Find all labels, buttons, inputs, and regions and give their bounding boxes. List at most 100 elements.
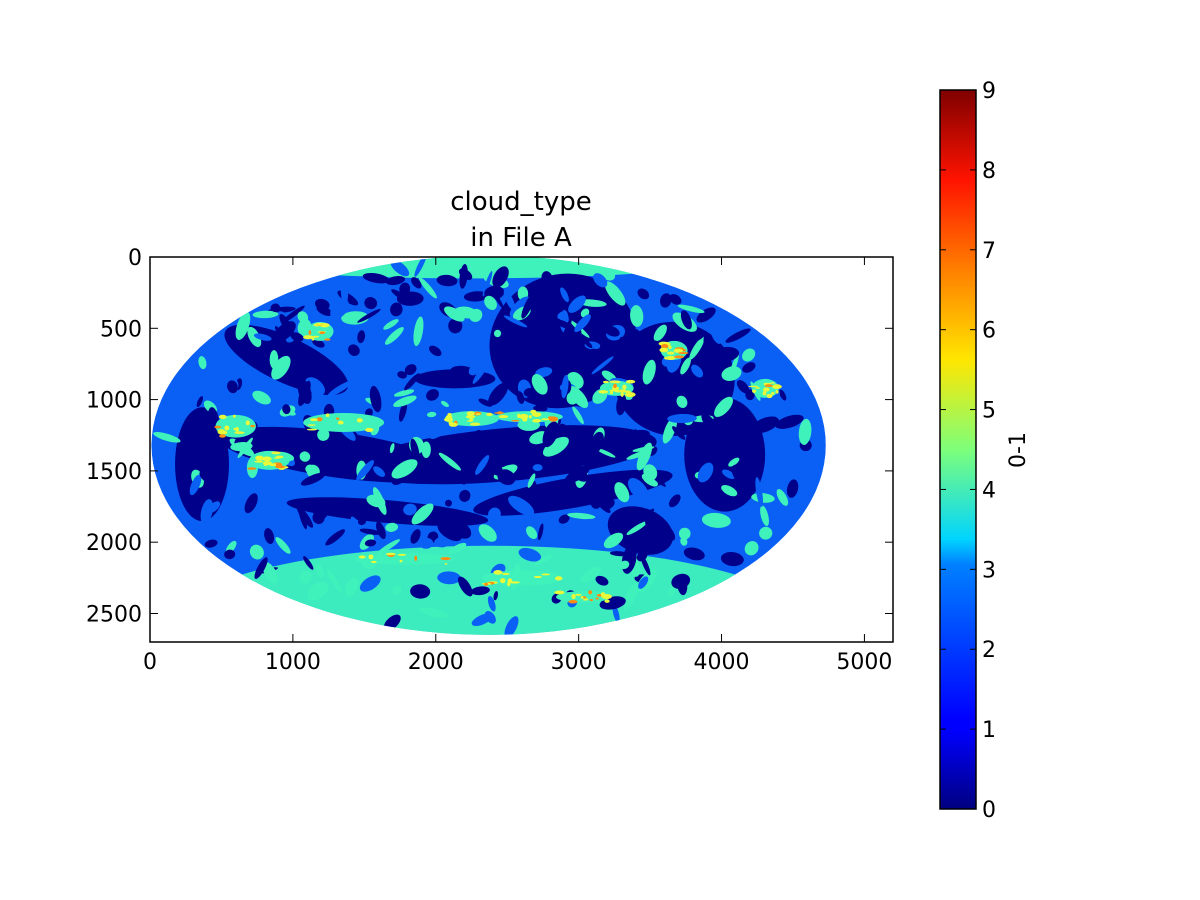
y-tick-label: 1000 xyxy=(86,389,142,414)
convection-speck xyxy=(311,336,315,341)
colorbar-tick-label: 6 xyxy=(982,319,996,344)
cloud-speck xyxy=(448,542,467,554)
convection-speck xyxy=(625,392,636,398)
convection-speck xyxy=(588,590,593,595)
cloud-speck xyxy=(206,501,221,514)
cloud-speck xyxy=(577,277,590,294)
cloud-speck xyxy=(547,355,569,368)
cloud-speck xyxy=(189,474,202,496)
cloud-speck xyxy=(461,429,482,453)
cloud-speck xyxy=(504,616,519,635)
convection-speck xyxy=(234,431,245,435)
x-tick-label: 2000 xyxy=(408,650,464,675)
convection-speck xyxy=(668,345,672,350)
cloud-speck xyxy=(411,277,422,289)
cloud-speck xyxy=(489,460,503,476)
cloud-speck xyxy=(275,326,290,351)
y-axis: 0 500 1000 1500 2000 2500 xyxy=(86,246,893,627)
cloud-speck xyxy=(271,355,291,380)
cloud-speck xyxy=(703,334,709,354)
cloud-speck xyxy=(567,512,596,520)
cloud-speck xyxy=(421,441,431,459)
x-tick-label: 0 xyxy=(143,650,157,675)
cloud-speck xyxy=(533,404,548,413)
cloud-speck xyxy=(560,287,569,303)
convection-speck xyxy=(444,563,448,565)
cloud-speck xyxy=(448,318,463,334)
convection-speck xyxy=(336,417,340,420)
x-tick-label: 3000 xyxy=(551,650,607,675)
convection-speck xyxy=(763,382,771,385)
cloud-speck xyxy=(383,319,399,330)
cloud-speck xyxy=(671,573,691,589)
convection-speck xyxy=(660,343,669,349)
cloud-speck xyxy=(235,311,251,340)
cloud-speck xyxy=(396,291,424,306)
cloud-speck xyxy=(691,364,704,378)
convection-speck xyxy=(261,456,272,462)
cloud-speck xyxy=(373,466,386,477)
cloud-speck xyxy=(438,452,461,471)
cloud-speck xyxy=(595,575,609,586)
convection-speck xyxy=(575,593,582,596)
x-axis: 0 1000 2000 3000 4000 5000 xyxy=(143,257,892,675)
convection-speck xyxy=(659,347,669,353)
cloud-speck xyxy=(484,295,497,311)
cloud-speck xyxy=(185,384,207,405)
convection-speck xyxy=(271,451,281,455)
convection-speck xyxy=(533,575,542,579)
y-tick-label: 2000 xyxy=(86,531,142,556)
convection-speck xyxy=(247,467,257,470)
cloud-speck xyxy=(769,503,789,519)
cloud-speck xyxy=(751,416,779,434)
cloud-speck xyxy=(314,298,330,310)
cloud-speck xyxy=(426,411,437,418)
cloud-speck xyxy=(534,554,553,566)
cloud-speck xyxy=(642,359,656,385)
cloud-speck xyxy=(475,455,490,475)
cloud-speck xyxy=(689,334,705,343)
cloud-speck xyxy=(252,310,279,319)
convection-speck xyxy=(337,420,344,425)
chart-title-line-1: cloud_type xyxy=(450,187,592,217)
convection-speck xyxy=(598,390,609,394)
high-cloud xyxy=(353,553,455,565)
cloud-speck xyxy=(384,327,404,345)
cloud-speck xyxy=(364,539,377,547)
cloud-speck xyxy=(390,259,410,277)
convection-speck xyxy=(219,434,226,438)
cloud-speck xyxy=(471,586,490,596)
cloud-speck xyxy=(583,339,593,349)
cloud-speck xyxy=(457,334,463,342)
cloud-speck xyxy=(626,328,642,344)
cloud-speck xyxy=(508,495,535,516)
cloud-speck xyxy=(299,570,312,584)
x-tick-label: 4000 xyxy=(694,650,750,675)
cloud-speck xyxy=(227,380,238,394)
cloud-speck xyxy=(493,590,499,601)
cloud-speck xyxy=(660,293,672,308)
cloud-speck xyxy=(542,436,569,457)
cloud-speck xyxy=(527,473,536,488)
cloud-speck xyxy=(392,585,402,595)
cloud-speck xyxy=(307,581,329,601)
cloud-speck xyxy=(638,508,655,524)
cloud-speck xyxy=(629,437,645,450)
cloud-speck xyxy=(385,522,399,532)
cloud-speck xyxy=(440,400,449,408)
convection-speck xyxy=(509,581,520,584)
cloud-speck xyxy=(206,440,215,452)
chart-title-line-2: in File A xyxy=(470,223,572,253)
cloud-speck xyxy=(742,348,756,362)
cloud-speck xyxy=(487,595,496,612)
cloud-speck xyxy=(434,536,450,548)
cloud-speck xyxy=(599,493,606,502)
convection-speck xyxy=(364,427,374,432)
cloud-speck xyxy=(376,539,401,555)
cloud-speck xyxy=(624,276,631,285)
convection-speck xyxy=(306,428,317,431)
cloud-speck xyxy=(776,489,789,506)
cloud-speck xyxy=(786,479,799,498)
convection-speck xyxy=(466,411,475,416)
cloud-speck xyxy=(300,472,326,486)
